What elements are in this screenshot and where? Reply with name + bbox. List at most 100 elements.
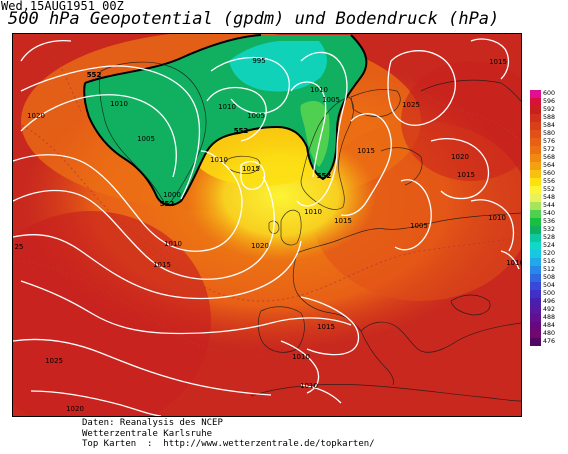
isobar-label: 1010 [164, 240, 182, 248]
shading-red-southwest [13, 211, 211, 416]
legend-entry: 576 [530, 138, 555, 146]
legend-entry: 584 [530, 122, 556, 130]
legend-swatch [530, 266, 541, 274]
legend-swatch [530, 322, 541, 330]
isobar-label: 1005 [410, 222, 428, 230]
footer-data-source: Daten: Reanalysis des NCEP [82, 418, 223, 428]
isobars [13, 38, 520, 416]
isobar-label: 25 [15, 243, 24, 251]
legend-label: 512 [543, 266, 556, 273]
legend-entry: 504 [530, 282, 555, 290]
legend-label: 516 [543, 258, 556, 265]
legend-entry: 592 [530, 106, 556, 114]
legend-label: 488 [543, 314, 556, 321]
legend-swatch [530, 162, 541, 170]
isobar-label: 1020 [251, 242, 269, 250]
legend-swatch [530, 146, 541, 154]
shading-red-northeast [401, 61, 521, 181]
isobar-label: 1010 [210, 156, 228, 164]
isobar-label: 1020 [451, 153, 469, 161]
legend-swatch [530, 170, 541, 178]
isobar-label: 1025 [402, 101, 420, 109]
legend-entry: 564 [530, 162, 555, 170]
legend-swatch [530, 210, 541, 218]
geopotential-label: 552 [87, 71, 102, 79]
legend-label: 532 [543, 226, 556, 233]
isobar-label: 1020 [66, 405, 84, 413]
legend-entry: 552 [530, 186, 555, 194]
legend-swatch [530, 306, 541, 314]
legend-label: 580 [543, 130, 556, 137]
legend-entry: 496 [530, 298, 556, 306]
legend-entry: 532 [530, 226, 556, 234]
legend-entry: 516 [530, 258, 556, 266]
legend-label: 556 [543, 178, 556, 185]
legend-entry: 572 [530, 146, 556, 154]
isobar-label: 1015 [489, 58, 507, 66]
legend-entry: 544 [530, 202, 555, 210]
weather-map: 995 1010 1010 1005 1005 1010 1005 1015 1020 1025 1… [12, 33, 522, 417]
isobar-label: 1015 [357, 147, 375, 155]
legend-label: 572 [543, 146, 556, 153]
legend-label: 492 [543, 306, 556, 313]
geopotential-labels: 552 552 552 552 [87, 71, 332, 208]
isobar-label: 1010 [300, 382, 318, 390]
legend-label: 528 [543, 234, 556, 241]
legend-swatch [530, 114, 541, 122]
legend-label: 584 [543, 122, 556, 129]
legend-label: 588 [543, 114, 556, 121]
legend-label: 496 [543, 298, 556, 305]
isobar-label: 1015 [334, 217, 352, 225]
footer-link[interactable]: Top Karten : http://www.wetterzentrale.d… [82, 439, 375, 449]
legend-entry: 596 [530, 98, 555, 106]
legend-label: 484 [543, 322, 556, 329]
legend-swatch [530, 258, 541, 266]
isobar-labels: 995 1010 1010 1005 1005 1010 1005 1015 1020 1025 1… [15, 57, 521, 413]
isobar-label: 1010 [110, 100, 128, 108]
isobar-label: 1010 [304, 208, 322, 216]
map-footer: Daten: Reanalysis des NCEP Wetterzentrale… [82, 418, 375, 450]
legend-label: 476 [543, 338, 556, 345]
legend-entry: 492 [530, 306, 556, 314]
legend-swatch [530, 178, 541, 186]
legend-swatch [530, 282, 541, 290]
isobar-label: 1010 [310, 86, 328, 94]
legend-swatch [530, 154, 541, 162]
legend-swatch [530, 122, 541, 130]
footer-publisher: Wetterzentrale Karlsruhe [82, 428, 213, 439]
legend-swatch [530, 202, 541, 210]
legend-entry: 484 [530, 322, 556, 330]
isobar-label: 1010 [218, 103, 236, 111]
legend-swatch [530, 90, 541, 98]
isobar-label: 1015 [153, 261, 171, 269]
isobar-label: 1010 [488, 214, 506, 222]
isobar-label: 1015 [242, 165, 260, 173]
legend-swatch [530, 234, 541, 242]
legend-entry: 524 [530, 242, 556, 250]
legend-entry: 488 [530, 314, 556, 322]
legend-label: 592 [543, 106, 556, 113]
legend-label: 536 [543, 218, 556, 225]
isobar-label: 1005 [137, 135, 155, 143]
legend-label: 508 [543, 274, 556, 281]
legend-swatch [530, 314, 541, 322]
legend-label: 568 [543, 154, 556, 161]
isobar-label: 1015 [457, 171, 475, 179]
legend-label: 540 [543, 210, 556, 217]
legend-swatch [530, 290, 541, 298]
isobar-label: 1015 [317, 323, 335, 331]
isobar-label: 1020 [27, 112, 45, 120]
legend-entry: 548 [530, 194, 555, 202]
legend-swatch [530, 242, 541, 250]
legend-entry: 580 [530, 130, 556, 138]
legend-label: 524 [543, 242, 556, 249]
legend-swatch [530, 98, 541, 106]
legend-entry: 520 [530, 250, 555, 258]
contour-552 [83, 34, 368, 207]
legend-swatch [530, 138, 541, 146]
map-title: 500 hPa Geopotential (gpdm) und Bodendru… [8, 9, 500, 29]
map-date: Wed,15AUG1951 00Z [1, 0, 124, 13]
legend-label: 560 [543, 170, 556, 177]
geopotential-label: 552 [160, 200, 175, 208]
legend-entry: 536 [530, 218, 556, 226]
